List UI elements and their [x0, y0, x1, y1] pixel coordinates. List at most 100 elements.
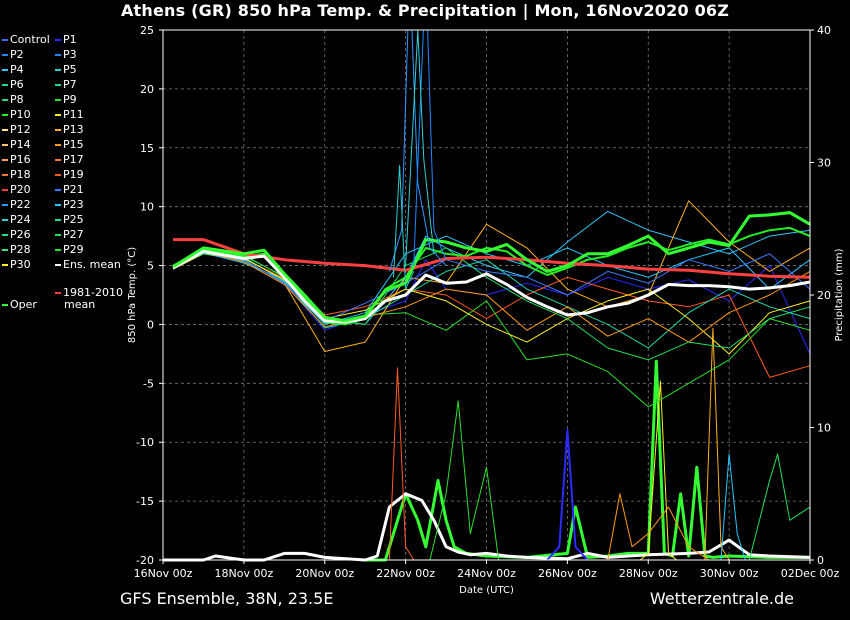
- legend-swatch: [55, 249, 61, 251]
- legend-item: Control: [2, 34, 50, 46]
- y2-tick-label: 0: [817, 554, 824, 567]
- legend-item: P20: [2, 184, 31, 196]
- temp-line-p11: [172, 253, 811, 355]
- legend-item: P12: [2, 124, 31, 136]
- precip-line-p27: [748, 453, 811, 561]
- legend-swatch: [2, 174, 8, 176]
- legend-item: Oper: [2, 299, 37, 311]
- legend-label: P26: [10, 228, 31, 241]
- legend-item: P6: [2, 79, 24, 91]
- precip-line-p1: [546, 429, 589, 561]
- legend-item: P18: [2, 169, 31, 181]
- legend-label: P23: [63, 198, 84, 211]
- legend-swatch: [2, 204, 8, 206]
- precip-line-p9: [429, 400, 500, 561]
- x-tick-label: 18Nov 00z: [215, 567, 274, 580]
- legend-label: P24: [10, 213, 31, 226]
- legend-swatch: [2, 159, 8, 161]
- legend-item: P17: [55, 154, 84, 166]
- legend-item: P19: [55, 169, 84, 181]
- model-label: GFS Ensemble, 38N, 23.5E: [120, 589, 334, 608]
- legend-swatch: [55, 144, 61, 146]
- legend-swatch: [55, 292, 61, 294]
- legend-swatch: [55, 234, 61, 236]
- temp-spike-p5: [393, 164, 415, 290]
- legend-swatch: [2, 144, 8, 146]
- precip-line-ens-mean: [163, 492, 811, 562]
- legend-item: 1981-2010 mean: [55, 287, 123, 311]
- legend-swatch: [55, 84, 61, 86]
- legend-label: P28: [10, 243, 31, 256]
- x-tick-label: 20Nov 00z: [295, 567, 354, 580]
- legend-item: P28: [2, 244, 31, 256]
- legend-label: P15: [63, 138, 84, 151]
- legend-label: P4: [10, 63, 24, 76]
- y-tick-label: -20: [136, 554, 154, 567]
- legend-swatch: [55, 99, 61, 101]
- legend-swatch: [55, 204, 61, 206]
- legend-item: P14: [2, 139, 31, 151]
- precip-line-p13: [704, 327, 730, 561]
- legend-swatch: [55, 129, 61, 131]
- legend-item: P1: [55, 34, 77, 46]
- legend-swatch: [2, 234, 8, 236]
- temp-line-p10: [172, 226, 811, 326]
- temp-spike-p24: [405, 30, 435, 266]
- x-tick-label: 16Nov 00z: [134, 567, 193, 580]
- legend-swatch: [55, 54, 61, 56]
- legend-swatch: [2, 69, 8, 71]
- y-tick-label: -15: [136, 495, 154, 508]
- source-label: Wetterzentrale.de: [649, 589, 794, 608]
- y-tick-label: -10: [136, 436, 154, 449]
- legend-item: P27: [55, 229, 84, 241]
- legend-swatch: [2, 189, 8, 191]
- precip-line-p23: [720, 453, 746, 561]
- legend-label: P8: [10, 93, 24, 106]
- precip-line-p19: [388, 367, 415, 561]
- y2-tick-label: 10: [817, 422, 831, 435]
- y2-tick-label: 30: [817, 157, 831, 170]
- legend-item: P29: [55, 244, 84, 256]
- legend-label: P5: [63, 63, 77, 76]
- legend-label-line2: mean: [64, 298, 96, 311]
- legend-swatch: [55, 189, 61, 191]
- legend-swatch: [2, 249, 8, 251]
- y-tick-label: 0: [147, 318, 154, 331]
- legend-label: 1981-2010: [63, 286, 123, 299]
- legend-swatch: [2, 54, 8, 56]
- legend-label: P30: [10, 258, 31, 271]
- legend-item: P23: [55, 199, 84, 211]
- legend-swatch: [2, 39, 8, 41]
- legend-swatch: [55, 174, 61, 176]
- precip-line-oper: [365, 359, 810, 562]
- y2-tick-label: 40: [817, 24, 831, 37]
- legend-item: P10: [2, 109, 31, 121]
- y-tick-label: 20: [140, 83, 154, 96]
- legend-swatch: [2, 99, 8, 101]
- legend-label: P1: [63, 33, 77, 46]
- y2-axis-label: Precipitation (mm): [834, 248, 845, 341]
- legend-label: P9: [63, 93, 77, 106]
- legend-item: P16: [2, 154, 31, 166]
- legend-label: P25: [63, 213, 84, 226]
- legend-item: P9: [55, 94, 77, 106]
- x-tick-label: 22Nov 00z: [376, 567, 435, 580]
- x-tick-label: 26Nov 00z: [538, 567, 597, 580]
- legend-item: P7: [55, 79, 77, 91]
- legend-item: P30: [2, 259, 31, 271]
- legend-swatch: [2, 304, 8, 306]
- y2-tick-label: 20: [817, 289, 831, 302]
- legend-label: P12: [10, 123, 31, 136]
- temp-line-ens-mean: [172, 249, 811, 324]
- legend-swatch: [2, 219, 8, 221]
- legend-label: P13: [63, 123, 84, 136]
- legend-item: P15: [55, 139, 84, 151]
- legend-label: P11: [63, 108, 84, 121]
- y-tick-label: 25: [140, 24, 154, 37]
- x-tick-label: 02Dec 00z: [781, 567, 840, 580]
- legend-item: P13: [55, 124, 84, 136]
- legend-label: P14: [10, 138, 31, 151]
- legend-item: P3: [55, 49, 77, 61]
- legend-swatch: [55, 69, 61, 71]
